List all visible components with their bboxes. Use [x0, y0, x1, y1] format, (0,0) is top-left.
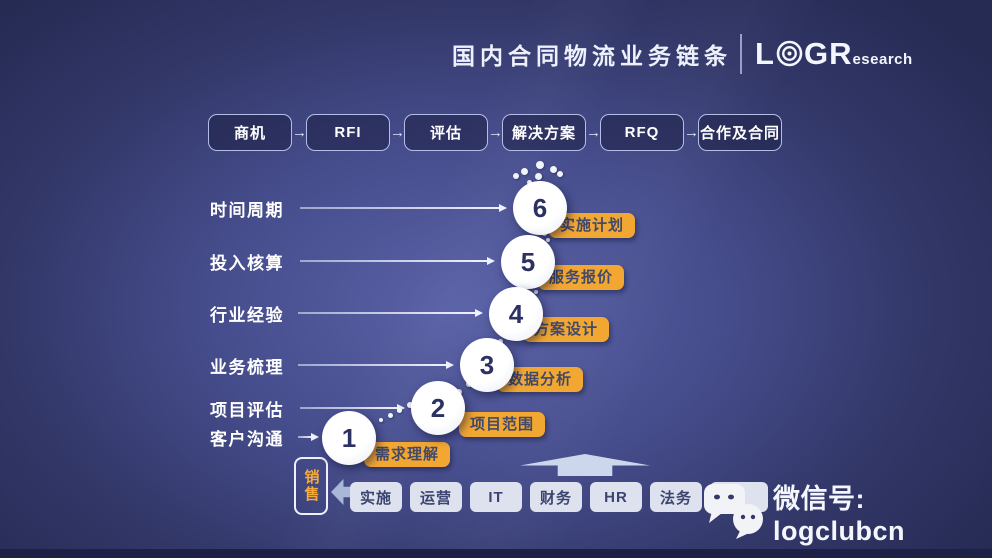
- step-tag-demand-understanding: 需求理解: [364, 442, 451, 467]
- dept-operations: 运营: [410, 482, 462, 512]
- arrow-right-icon: →: [684, 124, 699, 141]
- trail-dot: [407, 402, 413, 408]
- trail-dot: [546, 238, 550, 242]
- flow-stage-shangji: 商机: [208, 114, 292, 151]
- dept-implementation: 实施: [350, 482, 402, 512]
- arrow-right-icon: →: [390, 124, 405, 141]
- step-tag-service-quote: 服务报价: [538, 265, 625, 290]
- step-label-business-combing: 业务梳理: [210, 358, 284, 377]
- trail-dot: [550, 166, 557, 173]
- dept-finance: 财务: [530, 482, 582, 512]
- flow-stage-rfi: RFI: [306, 114, 390, 151]
- flow-stage-pinggu: 评估: [404, 114, 488, 151]
- trail-dot: [397, 408, 402, 413]
- step-label-project-evaluation: 项目评估: [210, 401, 284, 420]
- flow-stage-jiejuefangan: 解决方案: [502, 114, 586, 151]
- step-arrow-icon: [300, 203, 507, 212]
- flow-row: 商机 → RFI → 评估 → 解决方案 → RFQ → 合作及合同: [208, 114, 782, 151]
- step-tag-implementation-plan: 实施计划: [549, 213, 636, 238]
- logo-letter-l: L: [755, 36, 775, 71]
- flow-stage-hezuo: 合作及合同: [698, 114, 782, 151]
- arrow-up-block-icon: [520, 454, 650, 476]
- step-label-investment: 投入核算: [210, 254, 284, 273]
- trail-dot: [536, 161, 544, 169]
- logresearch-logo: L G R esearch: [755, 36, 913, 72]
- target-rings-icon: [776, 40, 803, 72]
- logo-letter-g: G: [803, 36, 830, 71]
- step-label-industry-experience: 行业经验: [210, 306, 284, 325]
- page-title: 国内合同物流业务链条: [452, 43, 732, 69]
- wechat-icon: [702, 480, 766, 545]
- sales-box: 销售: [294, 457, 328, 515]
- trail-dot: [534, 290, 538, 294]
- arrow-right-icon: →: [488, 124, 503, 141]
- step-circle-6: 6: [513, 181, 567, 235]
- step-arrow-icon: [298, 308, 483, 317]
- step-circle-1: 1: [322, 411, 376, 465]
- step-arrow-icon: [300, 256, 495, 265]
- trail-dot: [513, 173, 519, 179]
- wechat-id-text: 微信号: logclubcn: [773, 484, 905, 546]
- logo-esearch: esearch: [852, 51, 913, 68]
- logo-letter-r: R: [829, 36, 853, 71]
- trail-dot: [379, 418, 383, 422]
- step-arrow-icon: [298, 360, 454, 369]
- trail-dot: [557, 171, 563, 177]
- wechat-footer: 微信号: logclubcn: [702, 477, 992, 547]
- step-arrow-icon: [300, 403, 405, 412]
- step-circle-2: 2: [411, 381, 465, 435]
- arrow-right-icon: →: [586, 124, 601, 141]
- step-tag-project-scope: 项目范围: [459, 412, 546, 437]
- dept-hr: HR: [590, 482, 642, 512]
- step-arrow-icon: [298, 432, 319, 441]
- trail-dot: [521, 168, 528, 175]
- trail-dot: [535, 173, 542, 180]
- header-divider: [740, 34, 742, 74]
- arrow-right-icon: →: [292, 124, 307, 141]
- header: 国内合同物流业务链条 L G R esearch: [452, 34, 913, 74]
- step-circle-5: 5: [501, 235, 555, 289]
- dept-legal: 法务: [650, 482, 702, 512]
- bottom-strip: [0, 549, 992, 558]
- trail-dot: [388, 413, 393, 418]
- step-label-time-cycle: 时间周期: [210, 201, 284, 220]
- department-row: 实施 运营 IT 财务 HR 法务: [350, 482, 768, 512]
- step-circle-4: 4: [489, 287, 543, 341]
- step-label-customer-communication: 客户沟通: [210, 430, 284, 449]
- dept-it: IT: [470, 482, 522, 512]
- flow-stage-rfq: RFQ: [600, 114, 684, 151]
- step-circle-3: 3: [460, 338, 514, 392]
